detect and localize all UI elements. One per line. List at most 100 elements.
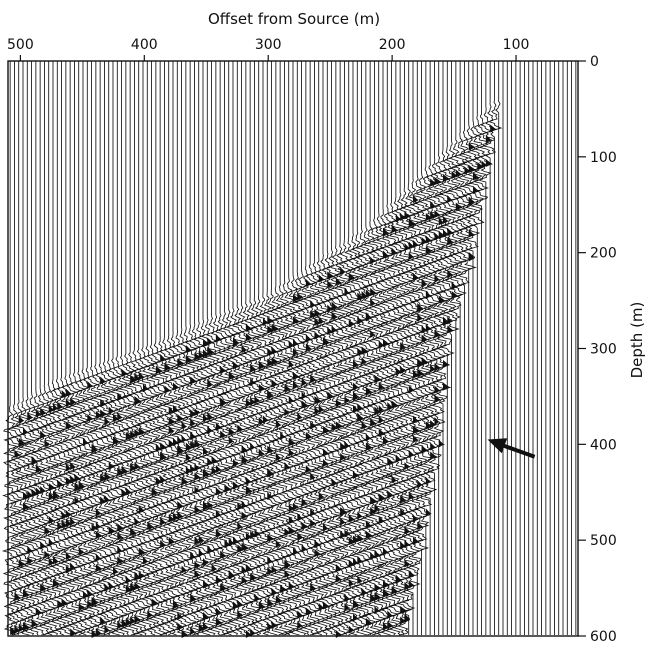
wiggle-fill: [203, 414, 208, 422]
wiggle-fill: [430, 451, 437, 460]
wiggle-fill: [35, 607, 42, 616]
wiggle-fill: [78, 547, 84, 556]
wiggle-fill: [323, 426, 331, 434]
wiggle-fill: [293, 381, 299, 389]
seismic-trace: [23, 61, 41, 636]
wiggle-fill: [434, 274, 440, 283]
wiggle-fill: [241, 576, 248, 584]
wiggle-fill: [395, 576, 401, 584]
wiggle-fill: [100, 376, 106, 385]
wiggle-fill: [198, 624, 206, 632]
wiggle-fill: [95, 411, 103, 419]
wiggle-fill: [228, 372, 236, 380]
wiggle-fill: [143, 556, 148, 565]
wiggle-fill: [288, 360, 294, 368]
wiggle-fill: [134, 373, 140, 382]
wiggle-fill: [314, 406, 320, 415]
wiggle-fill: [194, 408, 200, 416]
wiggle-fill: [370, 594, 377, 602]
wiggle-fill: [288, 504, 294, 512]
wiggle-fill: [314, 318, 320, 326]
wiggle-fill: [267, 325, 274, 334]
wiggle-fill: [74, 483, 81, 491]
wiggle-fill: [438, 217, 444, 226]
wiggle-fill: [18, 439, 24, 448]
seismic-trace: [173, 61, 191, 636]
wiggle-fill: [288, 526, 296, 535]
seismic-trace: [443, 61, 460, 635]
x-axis-label: Offset from Source (m): [208, 10, 380, 28]
wiggle-fill: [57, 402, 63, 410]
wiggle-fill: [305, 607, 313, 616]
seismic-trace: [228, 61, 246, 636]
annotation-arrow: [487, 438, 536, 459]
wiggle-fill: [190, 409, 197, 418]
wiggle-fill: [53, 492, 59, 500]
wiggle-fill: [353, 471, 359, 479]
wiggle-fill: [447, 325, 454, 334]
wiggle-fill: [177, 358, 184, 367]
seismic-trace: [378, 61, 397, 636]
wiggle-fill: [160, 540, 166, 548]
wiggle-fill: [113, 567, 119, 575]
wiggle-fill: [284, 561, 290, 569]
wiggle-fill: [438, 295, 445, 304]
wiggle-fill: [335, 399, 342, 407]
seismic-trace: [49, 61, 67, 636]
wiggle-fill: [61, 520, 68, 529]
wiggle-fill: [100, 409, 107, 418]
wiggle-fill: [233, 339, 238, 347]
seismic-trace: [121, 61, 138, 636]
wiggle-fill: [91, 445, 97, 454]
wiggle-fill: [35, 465, 42, 473]
wiggle-fill: [327, 391, 334, 400]
wiggle-fill: [344, 603, 350, 611]
wiggle-fill: [383, 589, 391, 598]
wiggle-fill: [70, 628, 77, 637]
trace-group: [1, 61, 577, 638]
wiggle-fill: [130, 583, 137, 592]
wiggle-fill: [203, 612, 209, 620]
seismic-trace: [254, 61, 272, 636]
wiggle-fill: [438, 439, 444, 448]
wiggle-fill: [275, 453, 281, 461]
wiggle-fill: [417, 369, 425, 377]
wiggle-fill: [44, 439, 50, 448]
wiggle-fill: [267, 316, 274, 325]
wiggle-fill: [473, 172, 479, 181]
wiggle-fill: [284, 384, 290, 392]
wiggle-fill: [65, 399, 72, 407]
wiggle-fill: [104, 625, 110, 634]
wiggle-fill: [134, 462, 140, 470]
seismic-trace: [69, 61, 88, 636]
wiggle-fill: [87, 600, 93, 608]
wiggle-fill: [190, 441, 197, 449]
wiggle-fill: [194, 505, 201, 514]
wiggle-fill: [408, 492, 414, 500]
wiggle-fill: [378, 415, 384, 424]
y-tick-label: 600: [590, 629, 617, 645]
wiggle-fill: [357, 576, 363, 584]
wiggle-fill: [357, 511, 363, 520]
wiggle-fill: [284, 570, 290, 578]
wiggle-fill: [113, 436, 120, 445]
wiggle-fill: [48, 492, 54, 500]
wiggle-fill: [70, 517, 76, 526]
seismic-trace: [331, 61, 349, 636]
wiggle-fill: [48, 516, 55, 524]
wiggle-fill: [301, 378, 307, 386]
wiggle-fill: [267, 598, 273, 607]
wiggle-fill: [95, 522, 101, 530]
wiggle-fill: [95, 564, 102, 572]
wiggle-fill: [370, 418, 377, 427]
wiggle-fill: [237, 424, 244, 433]
wiggle-fill: [425, 291, 432, 299]
wiggle-fill: [245, 333, 252, 341]
wiggle-fill: [271, 357, 279, 365]
seismic-trace: [212, 61, 229, 636]
wiggle-fill: [134, 517, 140, 526]
wiggle-fill: [361, 291, 367, 299]
wiggle-fill: [417, 522, 424, 530]
wiggle-fill: [293, 348, 298, 356]
seismic-trace: [100, 61, 118, 636]
